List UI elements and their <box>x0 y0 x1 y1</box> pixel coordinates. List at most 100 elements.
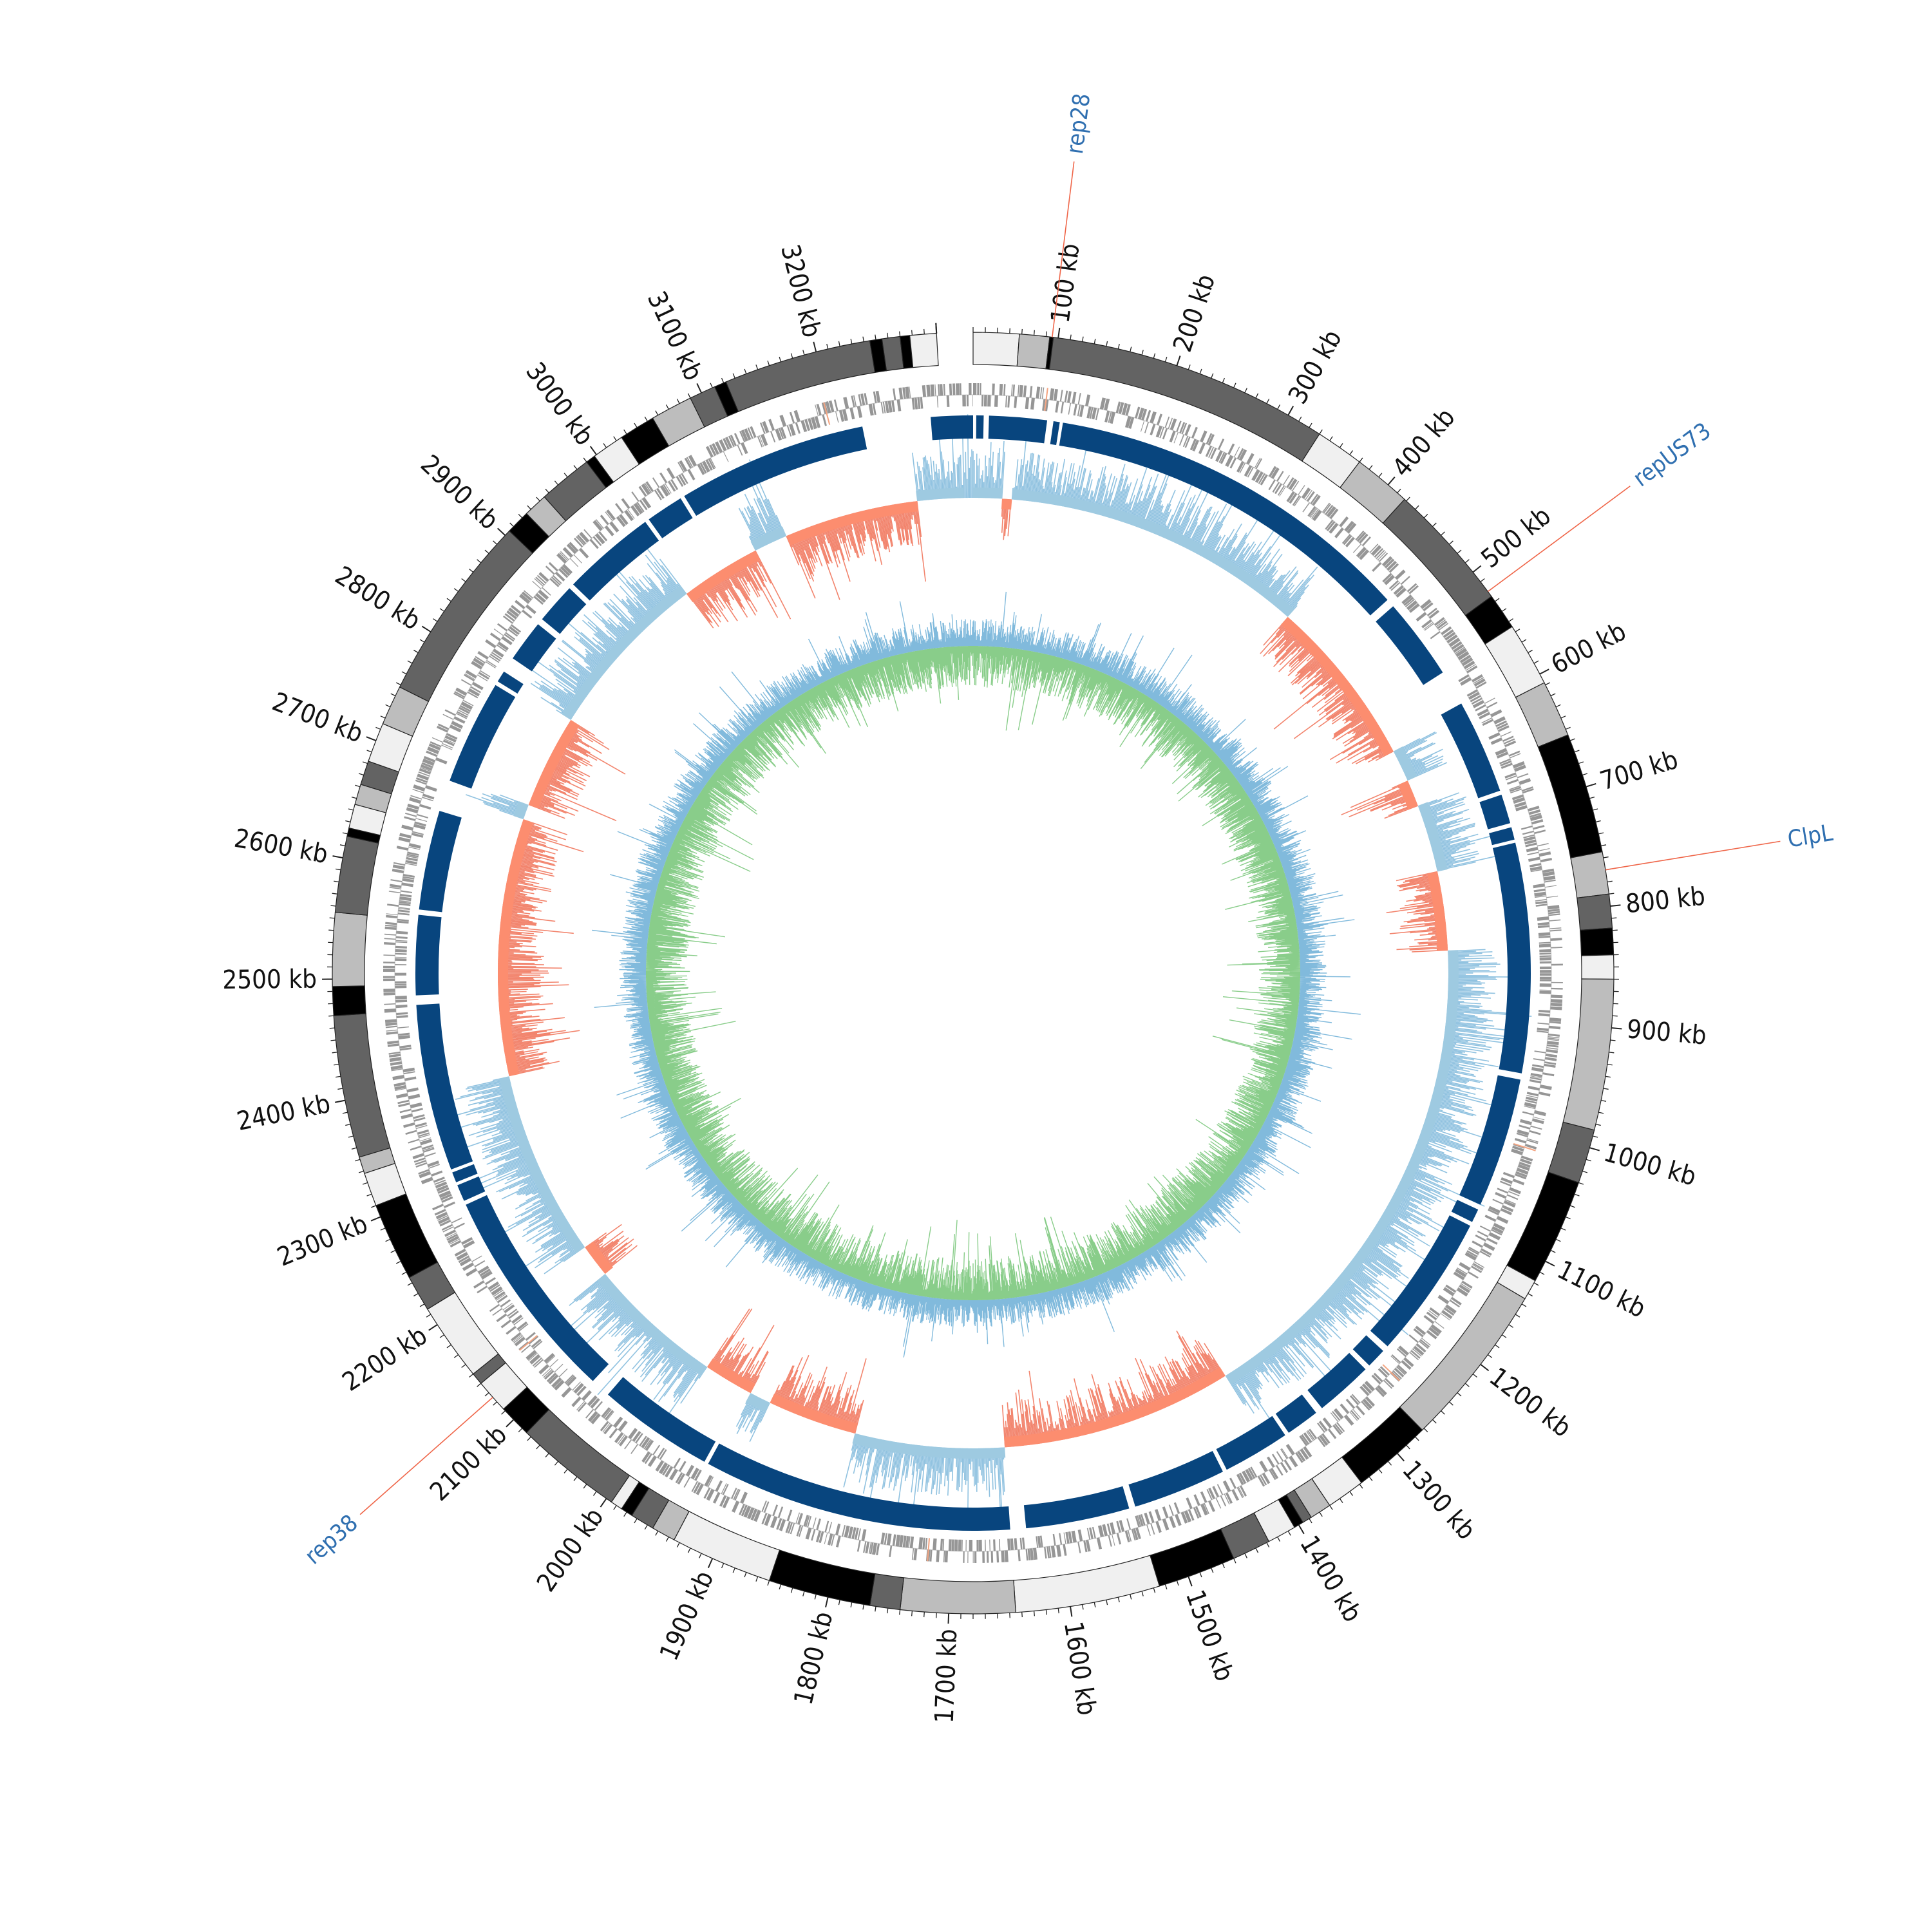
gene-feature <box>1519 1161 1531 1168</box>
scale-tick <box>1021 328 1023 334</box>
gene-feature <box>398 907 410 909</box>
gene-feature <box>1428 1327 1440 1337</box>
gene-feature <box>1532 1064 1544 1068</box>
scale-tick <box>1211 1567 1214 1573</box>
scale-tick <box>665 1537 669 1542</box>
gene-feature <box>1513 761 1525 769</box>
gene-feature <box>1505 775 1517 781</box>
gene-feature <box>652 477 660 488</box>
gene-feature <box>399 833 412 838</box>
gene-feature <box>1184 437 1191 448</box>
gene-feature <box>1548 911 1560 914</box>
scale-tick <box>1387 1461 1392 1466</box>
gene-feature <box>1270 1468 1279 1479</box>
gene-feature <box>1396 1348 1407 1358</box>
gene-feature <box>741 1504 748 1517</box>
gene-feature <box>467 691 478 699</box>
gene-feature <box>562 547 573 558</box>
gene-feature <box>415 779 427 785</box>
gene-feature <box>1400 576 1410 585</box>
scale-tick <box>1021 1612 1023 1618</box>
gene-feature <box>1443 1287 1455 1296</box>
gene-feature <box>1416 1343 1426 1353</box>
gene-feature <box>478 672 489 680</box>
gene-feature <box>933 1538 937 1551</box>
scale-tick <box>1397 488 1401 493</box>
gene-feature <box>1312 509 1322 522</box>
gene-feature <box>683 1477 690 1488</box>
scale-tick-label: 2000 kb <box>531 1502 610 1597</box>
scale-tick <box>518 513 523 518</box>
gene-feature <box>985 1539 986 1551</box>
scale-tick <box>1188 365 1191 370</box>
gene-feature <box>492 1308 503 1316</box>
scale-tick <box>1319 429 1323 435</box>
scale-tick <box>1528 649 1533 654</box>
gene-feature <box>1403 596 1414 606</box>
gene-feature <box>396 846 409 851</box>
gene-feature <box>1539 943 1551 948</box>
gene-feature <box>526 1350 537 1361</box>
gene-feature <box>645 1439 654 1451</box>
gene-feature <box>790 1522 795 1535</box>
gene-feature <box>669 1468 678 1481</box>
gene-feature <box>905 386 910 399</box>
scale-tick <box>1255 1548 1259 1553</box>
scale-tick <box>862 1604 864 1610</box>
gene-feature <box>1539 980 1551 981</box>
gene-feature <box>402 876 415 880</box>
gene-feature <box>1539 952 1551 955</box>
contig-segment <box>332 985 366 1016</box>
gene-feature <box>1072 392 1077 404</box>
gene-feature <box>1490 709 1502 717</box>
scale-tick <box>395 1260 401 1264</box>
gene-feature <box>618 1435 628 1446</box>
gene-feature <box>436 725 448 733</box>
scale-tick <box>1448 1401 1454 1406</box>
gene-feature <box>691 1481 698 1492</box>
gene-feature <box>1423 621 1434 630</box>
scale-tick <box>439 608 445 612</box>
gene-feature <box>761 433 768 446</box>
gene-feature <box>763 1501 770 1513</box>
gene-feature <box>565 1375 575 1385</box>
gene-feature <box>519 593 531 604</box>
gene-feature <box>1192 439 1199 451</box>
gene-feature <box>719 439 727 451</box>
gene-feature <box>441 1196 453 1203</box>
gene-feature <box>880 402 884 414</box>
gene-feature <box>722 1484 729 1495</box>
scale-tick <box>583 1484 587 1489</box>
gene-feature <box>1549 919 1561 922</box>
gene-feature <box>1242 1470 1251 1482</box>
scale-tick <box>401 1271 407 1275</box>
gene-feature <box>1225 455 1234 468</box>
gene-feature <box>676 476 684 488</box>
gene-feature <box>1488 1206 1501 1214</box>
gene-feature <box>1029 386 1033 398</box>
gene-feature <box>737 444 743 456</box>
scale-tick <box>1033 330 1035 336</box>
gene-feature <box>386 913 398 916</box>
gene-feature <box>431 1170 443 1177</box>
gene-feature <box>1468 692 1480 700</box>
gene-feature <box>1222 1480 1231 1493</box>
scale-tick <box>1368 465 1373 470</box>
gene-feature <box>1549 1018 1562 1022</box>
gene-feature <box>477 674 488 681</box>
gene-feature <box>1408 603 1420 613</box>
gene-feature <box>1126 1518 1132 1530</box>
gene-feature <box>1099 397 1106 410</box>
gene-feature <box>1215 1497 1222 1509</box>
scale-tick <box>1607 880 1613 883</box>
scale-tick <box>1582 1170 1588 1173</box>
gene-feature <box>665 1466 674 1478</box>
gene-feature <box>873 391 877 403</box>
gene-feature <box>1124 1530 1130 1542</box>
skew-positive-band <box>597 1274 707 1376</box>
scale-tick <box>790 353 793 359</box>
gene-feature <box>1527 851 1539 856</box>
scale-tick-label: 2700 kb <box>268 687 366 749</box>
gene-feature <box>1150 1523 1155 1535</box>
gene-feature <box>1456 1287 1468 1297</box>
